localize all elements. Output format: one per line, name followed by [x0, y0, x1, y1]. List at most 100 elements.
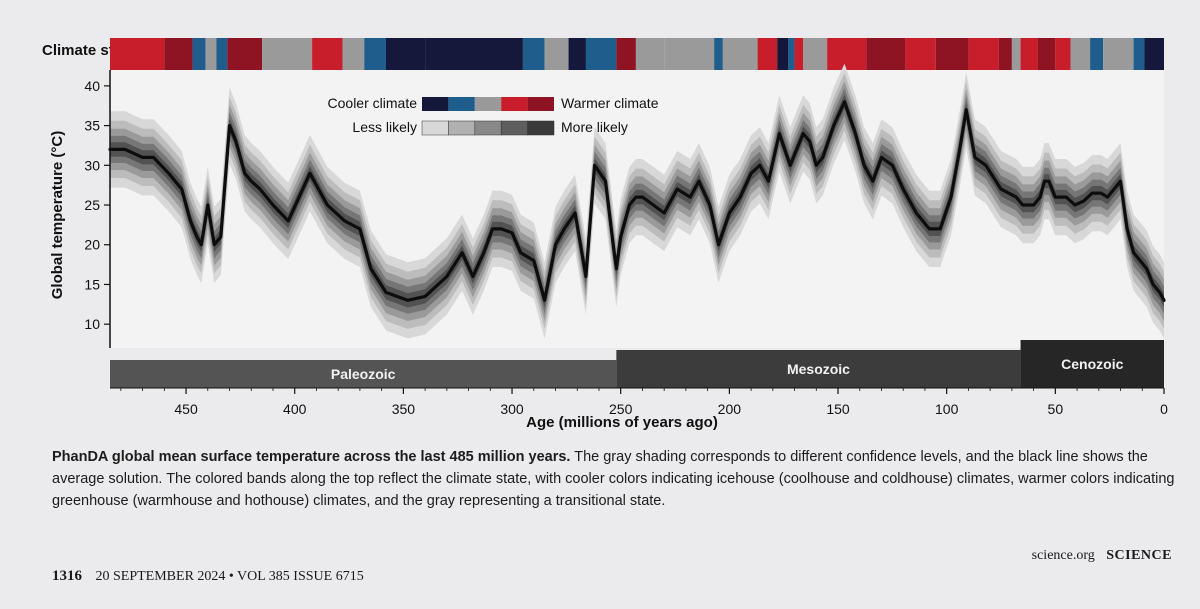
- climate-band-warm: [110, 38, 165, 70]
- page-footer: 1316 20 SEPTEMBER 2024 • VOL 385 ISSUE 6…: [52, 568, 364, 585]
- legend-cooler-label: Cooler climate: [328, 95, 418, 111]
- y-axis-ticks: 10 15 20 25 30 35 40: [84, 78, 110, 332]
- climate-band-transition: [544, 38, 569, 70]
- climate-band-warm: [968, 38, 999, 70]
- plot-area: [108, 63, 1166, 348]
- climate-band-transition: [262, 38, 313, 70]
- legend-warmer-label: Warmer climate: [561, 95, 659, 111]
- legend-confidence-swatch: [448, 120, 476, 136]
- climate-band-hot: [1037, 38, 1056, 70]
- confidence-bands: [110, 63, 1164, 339]
- climate-band-cold: [568, 38, 586, 70]
- legend-confidence-swatch: [421, 120, 449, 136]
- y-tick-label: 20: [84, 237, 100, 253]
- x-tick-label: 50: [1048, 401, 1064, 417]
- geologic-era-bar: Paleozoic Mesozoic Cenozoic: [110, 340, 1164, 388]
- legend-climate-scale: [422, 97, 554, 111]
- climate-band-warm: [757, 38, 778, 70]
- climate-band-cold: [777, 38, 789, 70]
- climate-band-warm: [1020, 38, 1038, 70]
- legend-less-likely-label: Less likely: [352, 119, 417, 135]
- climate-band-warm: [827, 38, 867, 70]
- y-tick-label: 40: [84, 78, 100, 94]
- legend-confidence-swatch: [527, 120, 555, 136]
- magazine-name: SCIENCE: [1106, 548, 1172, 563]
- site-url: science.org: [1031, 548, 1095, 563]
- legend-climate-swatch: [527, 97, 554, 111]
- y-axis-title: Global temperature (°C): [49, 131, 66, 300]
- climate-band-transition: [1011, 38, 1021, 70]
- mean-temperature-line: [108, 100, 1166, 302]
- x-axis-ticks: 450 400 350 300 250 200 150 100 50 0: [120, 388, 1168, 417]
- climate-band-cool: [192, 38, 206, 70]
- climate-band-cool: [714, 38, 723, 70]
- x-axis-title: Age (millions of years ago): [526, 414, 718, 431]
- climate-band-transition: [342, 38, 365, 70]
- climate-band-cool: [1133, 38, 1145, 70]
- climate-band-hot: [935, 38, 969, 70]
- y-tick-label: 35: [84, 118, 100, 134]
- climate-state-band: [110, 38, 1164, 70]
- climate-band-transition: [635, 38, 665, 70]
- y-tick-label: 15: [84, 276, 100, 292]
- climate-band-transition: [205, 38, 217, 70]
- climate-band-hot: [227, 38, 263, 70]
- climate-band-warm: [312, 38, 343, 70]
- x-tick-label: 400: [283, 401, 307, 417]
- climate-band-cool: [788, 38, 795, 70]
- era-bar-mesozoic: [616, 350, 1021, 388]
- legend-confidence-swatch: [474, 120, 502, 136]
- legend-confidence-swatch: [500, 120, 528, 136]
- y-tick-label: 25: [84, 197, 100, 213]
- legend-confidence-scale: [421, 120, 555, 136]
- legend-climate-swatch: [448, 97, 475, 111]
- x-tick-label: 150: [826, 401, 850, 417]
- x-tick-label: 200: [718, 401, 742, 417]
- climate-band-cold: [1144, 38, 1164, 70]
- climate-band-warm: [794, 38, 804, 70]
- legend-climate-swatch: [474, 97, 502, 111]
- climate-band-warm: [1055, 38, 1071, 70]
- publication-credit: science.org SCIENCE: [1032, 548, 1172, 564]
- x-tick-label: 450: [174, 401, 198, 417]
- x-tick-label: 250: [609, 401, 633, 417]
- climate-band-cold: [385, 38, 426, 70]
- issue-info: 20 SEPTEMBER 2024 • VOL 385 ISSUE 6715: [95, 569, 364, 584]
- legend-climate-swatch: [422, 97, 449, 111]
- x-tick-label: 350: [392, 401, 416, 417]
- era-label: Mesozoic: [787, 361, 850, 377]
- legend-climate-swatch: [501, 97, 528, 111]
- climate-band-hot: [616, 38, 636, 70]
- climate-band-cool: [522, 38, 545, 70]
- climate-band-transition: [1103, 38, 1134, 70]
- caption-body: The gray shading corresponds to differen…: [52, 449, 1175, 509]
- era-label: Paleozoic: [331, 366, 396, 382]
- climate-band-transition: [664, 38, 715, 70]
- y-tick-label: 10: [84, 316, 100, 332]
- climate-band-cool: [364, 38, 386, 70]
- chart-legend: Cooler climate Warmer climate Less likel…: [328, 95, 659, 136]
- x-tick-label: 100: [935, 401, 959, 417]
- era-bar-cenozoic: [1020, 340, 1164, 388]
- climate-band-cool: [1090, 38, 1104, 70]
- climate-band-transition: [1070, 38, 1091, 70]
- x-tick-label: 0: [1160, 401, 1168, 417]
- x-tick-label: 300: [500, 401, 524, 417]
- page-number: 1316: [52, 568, 82, 584]
- climate-band-cold: [425, 38, 523, 70]
- era-label: Cenozoic: [1061, 356, 1123, 372]
- climate-band-hot: [164, 38, 193, 70]
- y-tick-label: 30: [84, 157, 100, 173]
- climate-band-hot: [866, 38, 906, 70]
- climate-band-transition: [722, 38, 758, 70]
- climate-band-cool: [216, 38, 228, 70]
- confidence-band-5: [110, 94, 1164, 308]
- climate-band-hot: [998, 38, 1012, 70]
- climate-band-cool: [585, 38, 617, 70]
- climate-band-transition: [803, 38, 828, 70]
- climate-band-warm: [905, 38, 936, 70]
- era-bar-paleozoic: [110, 360, 617, 388]
- caption-title: PhanDA global mean surface temperature a…: [52, 449, 571, 465]
- figure-caption: PhanDA global mean surface temperature a…: [52, 446, 1182, 512]
